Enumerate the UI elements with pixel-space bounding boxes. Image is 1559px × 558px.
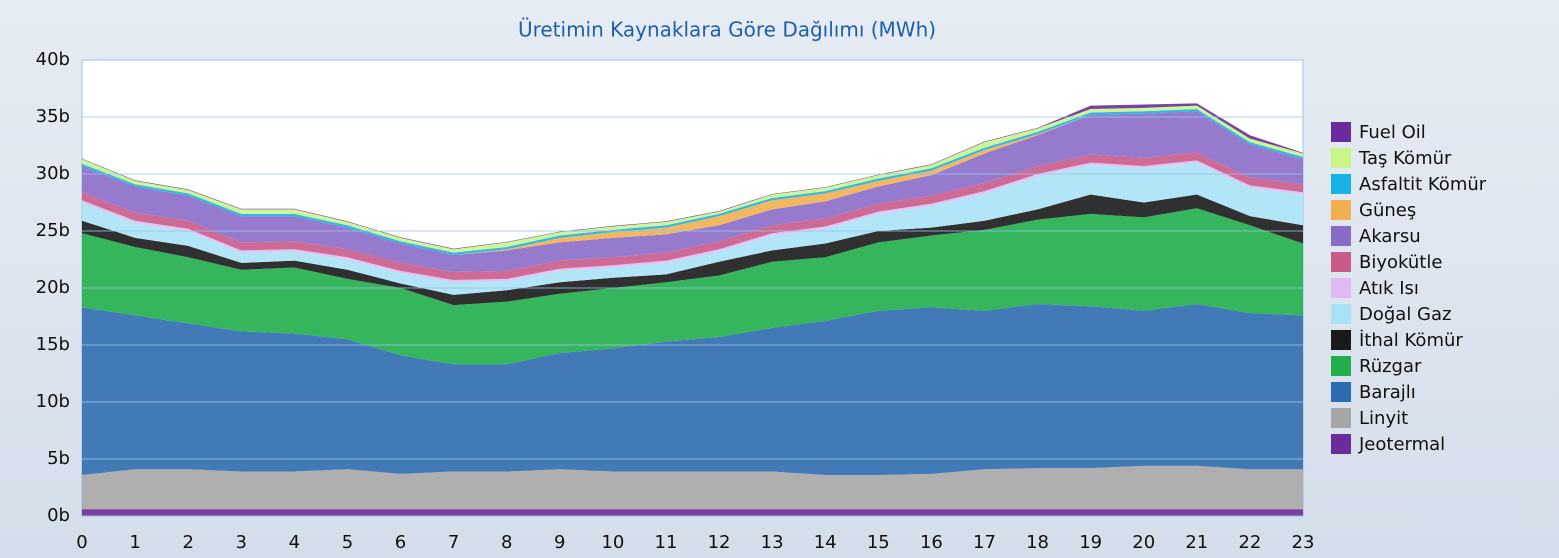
legend-label: Rüzgar — [1359, 356, 1422, 377]
x-tick-label: 7 — [448, 532, 459, 553]
x-tick-label: 4 — [289, 532, 300, 553]
x-tick-label: 5 — [342, 532, 353, 553]
legend-label: Asfaltit Kömür — [1359, 174, 1487, 195]
legend-swatch — [1331, 200, 1351, 220]
x-tick-label: 6 — [395, 532, 406, 553]
legend-swatch — [1331, 356, 1351, 376]
area — [82, 509, 1303, 516]
y-tick-label: 25b — [36, 220, 70, 241]
x-tick-label: 21 — [1185, 532, 1208, 553]
legend-swatch — [1331, 252, 1351, 272]
legend-label: Atık Isı — [1359, 278, 1419, 299]
area — [82, 111, 1303, 255]
x-tick-label: 17 — [973, 532, 996, 553]
area — [82, 111, 1303, 273]
x-tick-label: 12 — [708, 532, 731, 553]
area — [82, 162, 1303, 295]
y-tick-label: 30b — [36, 163, 70, 184]
legend-label: Jeotermal — [1358, 434, 1445, 455]
legend-label: Taş Kömür — [1358, 148, 1452, 169]
chart-title: Üretimin Kaynaklara Göre Dağılımı (MWh) — [518, 18, 936, 42]
x-tick-label: 0 — [76, 532, 87, 553]
legend-label: İthal Kömür — [1359, 330, 1463, 351]
x-tick-label: 18 — [1026, 532, 1049, 553]
legend-label: Barajlı — [1359, 382, 1416, 403]
legend-swatch — [1331, 382, 1351, 402]
legend-label: Doğal Gaz — [1359, 304, 1451, 325]
x-tick-label: 11 — [655, 532, 678, 553]
y-tick-label: 35b — [36, 106, 70, 127]
x-tick-label: 10 — [601, 532, 624, 553]
legend-label: Fuel Oil — [1359, 122, 1426, 143]
legend-swatch — [1331, 174, 1351, 194]
legend-swatch — [1331, 122, 1351, 142]
area — [82, 194, 1303, 306]
legend-label: Akarsu — [1359, 226, 1421, 247]
x-tick-label: 22 — [1238, 532, 1261, 553]
x-tick-label: 14 — [814, 532, 837, 553]
x-tick-label: 2 — [182, 532, 193, 553]
area — [82, 152, 1303, 281]
legend-swatch — [1331, 408, 1351, 428]
x-tick-label: 15 — [867, 532, 890, 553]
x-tick-label: 1 — [129, 532, 140, 553]
x-tick-label: 19 — [1079, 532, 1102, 553]
legend-label: Linyit — [1359, 408, 1408, 429]
x-tick-label: 20 — [1132, 532, 1155, 553]
legend-swatch — [1331, 304, 1351, 324]
area — [82, 208, 1303, 365]
y-tick-label: 40b — [36, 49, 70, 70]
legend-label: Güneş — [1359, 200, 1416, 221]
area — [82, 465, 1303, 510]
y-tick-label: 5b — [47, 448, 70, 469]
legend-swatch — [1331, 148, 1351, 168]
x-tick-label: 8 — [501, 532, 512, 553]
legend-swatch — [1331, 330, 1351, 350]
x-tick-label: 3 — [236, 532, 247, 553]
y-tick-label: 15b — [36, 334, 70, 355]
x-tick-label: 23 — [1292, 532, 1315, 553]
x-tick-label: 13 — [761, 532, 784, 553]
x-tick-label: 16 — [920, 532, 943, 553]
legend-swatch — [1331, 278, 1351, 298]
area — [82, 109, 1303, 255]
legend-swatch — [1331, 434, 1351, 454]
legend-label: Biyokütle — [1359, 252, 1442, 273]
area — [82, 303, 1303, 475]
area — [82, 105, 1303, 253]
legend-swatch — [1331, 226, 1351, 246]
y-tick-label: 0b — [47, 505, 70, 526]
y-tick-label: 20b — [36, 277, 70, 298]
x-tick-label: 9 — [554, 532, 565, 553]
y-tick-label: 10b — [36, 391, 70, 412]
